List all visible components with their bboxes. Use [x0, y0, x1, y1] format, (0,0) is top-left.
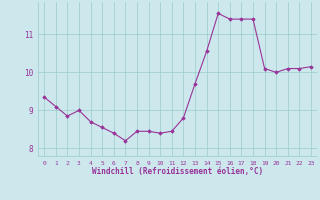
X-axis label: Windchill (Refroidissement éolien,°C): Windchill (Refroidissement éolien,°C)	[92, 167, 263, 176]
